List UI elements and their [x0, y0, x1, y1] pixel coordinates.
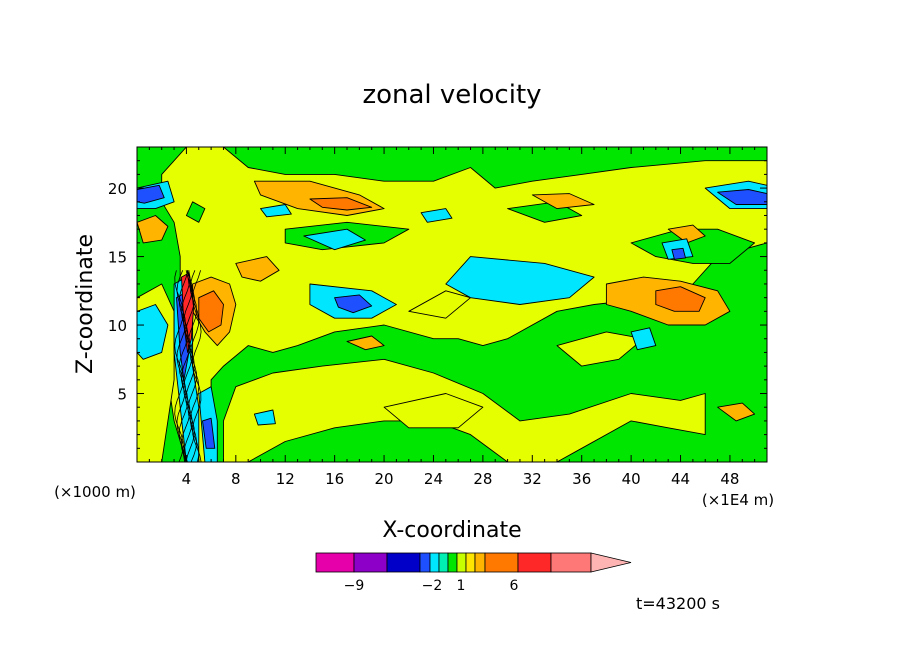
x-tick-label: 8 — [231, 470, 241, 488]
x-tick-label: 4 — [182, 470, 192, 488]
x-axis-label: X-coordinate — [382, 518, 521, 543]
y-tick-label: 10 — [108, 317, 127, 335]
y-axis: 5 10 15 20 — [108, 146, 767, 463]
x-tick-label: 20 — [375, 470, 394, 488]
plot-area — [136, 146, 768, 463]
colorbar-swatch — [386, 552, 421, 573]
x-tick-label: 40 — [622, 470, 641, 488]
contour-region-blue — [717, 189, 767, 205]
contour-region-orange — [309, 197, 373, 211]
colorbar-swatch — [438, 552, 449, 573]
colorbar-extend-arrow — [590, 552, 632, 573]
contour-region-blue — [137, 184, 165, 204]
contour-region-pale-orange — [717, 402, 756, 422]
colorbar-swatch — [517, 552, 552, 573]
colorbar-tick-label: 6 — [510, 578, 519, 594]
colorbar-swatch — [550, 552, 592, 573]
colorbar-tick-label: −2 — [422, 578, 443, 594]
contour-region-yellow — [383, 393, 484, 429]
contour-line — [180, 270, 191, 462]
contour-region-cyan — [260, 204, 292, 218]
x-tick-label: 28 — [473, 470, 492, 488]
x-tick-label: 44 — [671, 470, 690, 488]
colorbar-swatch — [429, 552, 440, 573]
x-tick-label: 32 — [523, 470, 542, 488]
contour-region-cyan — [445, 256, 595, 305]
contour-region-cyan — [303, 228, 366, 251]
contour-region-yellow — [556, 331, 644, 367]
chart-title: zonal velocity — [362, 80, 541, 110]
colorbar-swatch — [456, 552, 467, 573]
x-tick-label: 36 — [572, 470, 591, 488]
colorbar-tick-label: −9 — [344, 578, 365, 594]
contour-region-blue — [334, 294, 373, 314]
x-axis: 4 8 12 16 20 24 28 32 36 40 44 48 — [136, 147, 768, 488]
colorbar-swatch — [419, 552, 431, 573]
colorbar-swatch — [474, 552, 486, 573]
contour-region-pale-orange — [531, 193, 595, 210]
x-tick-label: 12 — [276, 470, 295, 488]
colorbar-swatch — [315, 552, 355, 573]
contour-region-pale-orange — [346, 335, 385, 351]
x-tick-label: 24 — [424, 470, 443, 488]
plot-frame — [136, 146, 768, 463]
contour-line — [192, 270, 202, 462]
contour-region-pale-orange — [667, 224, 706, 244]
contour-region-blue — [202, 417, 216, 449]
y-axis-label: Z-coordinate — [73, 234, 98, 374]
colorbar-swatch — [353, 552, 388, 573]
y-tick-label: 5 — [117, 386, 127, 404]
contour-region-blue — [671, 247, 686, 260]
contour-region-green — [185, 201, 206, 223]
y-tick-label: 15 — [108, 249, 127, 267]
contour-region-pale-orange — [137, 215, 169, 244]
x-unit-label: (×1E4 m) — [702, 491, 774, 509]
colorbar-swatch — [447, 552, 458, 573]
contour-region-orange — [655, 286, 706, 312]
contour-line — [178, 270, 189, 462]
contour-region-pale-orange — [235, 256, 280, 282]
contour-line — [183, 270, 193, 462]
contour-region-cyan — [420, 208, 453, 223]
x-tick-label: 16 — [325, 470, 344, 488]
time-label: t=43200 s — [636, 594, 720, 613]
contour-region-cyan — [630, 327, 657, 351]
contour-region-cyan — [137, 304, 169, 360]
colorbar: −9 −2 1 6 — [315, 552, 632, 594]
y-tick-label: 20 — [108, 180, 127, 198]
x-tick-label: 48 — [720, 470, 739, 488]
colorbar-swatch — [465, 552, 476, 573]
contour-region-cyan — [253, 409, 276, 426]
y-unit-label: (×1000 m) — [54, 483, 136, 501]
colorbar-swatch — [484, 552, 519, 573]
colorbar-tick-label: 1 — [457, 578, 466, 594]
contour-line — [187, 270, 198, 462]
